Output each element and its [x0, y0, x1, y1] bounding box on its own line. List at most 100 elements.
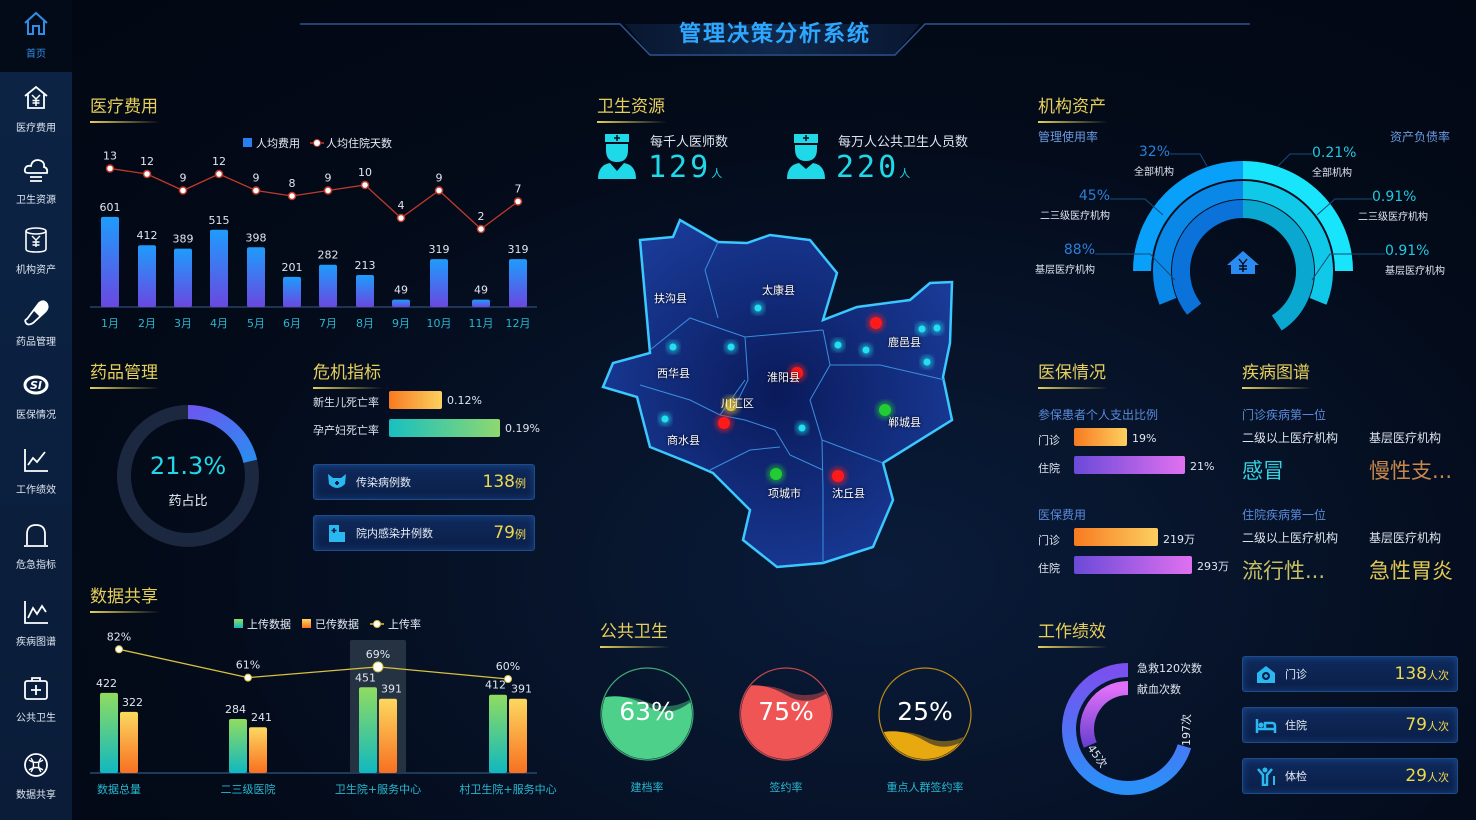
- bar-value-label: 322: [122, 696, 143, 709]
- performance-card-2[interactable]: 体检 29人次: [1242, 758, 1458, 794]
- infectious-cases-card[interactable]: 传染病例数 138例: [313, 464, 535, 500]
- x-tick-label: 二三级医院: [221, 782, 276, 796]
- alarm-icon: [24, 524, 48, 547]
- bar-uploaded: [249, 727, 267, 773]
- section-title-medical-cost: 医疗费用: [90, 92, 160, 123]
- inpatient-disease-title: 住院疾病第一位: [1242, 508, 1327, 522]
- row-value: 293万: [1197, 560, 1229, 573]
- bar-uploaded: [379, 698, 397, 773]
- line-value-label: 12: [140, 155, 154, 168]
- map-marker-cyan[interactable]: [834, 341, 842, 349]
- map-outline[interactable]: [601, 218, 954, 569]
- virus-icon: [328, 474, 346, 488]
- section-title-data-share: 数据共享: [90, 582, 160, 613]
- line-point: [476, 224, 486, 234]
- sidebar-item-label: 首页: [26, 49, 46, 60]
- map-marker-red[interactable]: [832, 470, 844, 482]
- map-region-label[interactable]: 淮阳县: [767, 371, 800, 384]
- card-value: 79: [493, 523, 515, 543]
- line-point: [251, 186, 261, 195]
- map-marker-cyan[interactable]: [798, 424, 806, 432]
- line-point: [115, 645, 123, 654]
- row-label: 门诊: [1038, 534, 1060, 547]
- map-region-label[interactable]: 商水县: [667, 434, 700, 447]
- doctor-icon: [598, 134, 636, 179]
- sidebar-item-9[interactable]: 公共卫生: [0, 674, 72, 725]
- svg-text:SI: SI: [30, 379, 42, 392]
- line-value-label: 61%: [236, 659, 260, 672]
- map-marker-cyan[interactable]: [661, 415, 669, 423]
- legend-swatch-bar: [243, 138, 252, 147]
- crisis-bar-label: 孕产妇死亡率: [313, 424, 379, 437]
- sidebar-item-label: 工作绩效: [16, 485, 56, 496]
- bar-value-label: 412: [485, 679, 506, 692]
- usage-rate-title: 管理使用率: [1038, 130, 1099, 144]
- map-marker-cyan[interactable]: [923, 358, 931, 366]
- card-label: 住院: [1285, 719, 1307, 732]
- outpatient-ratio-bar: [1074, 428, 1127, 446]
- map-marker-red[interactable]: [718, 417, 730, 429]
- sidebar-item-label: 医保情况: [16, 410, 56, 421]
- neonatal-mortality-bar: [389, 391, 442, 409]
- bar-11月: [472, 299, 490, 307]
- sidebar-item-10[interactable]: 数据共享: [0, 751, 72, 802]
- map-marker-cyan[interactable]: [727, 343, 735, 351]
- x-tick-label: 6月: [283, 317, 301, 330]
- row-label: 住院: [1038, 562, 1060, 575]
- line-point: [178, 186, 188, 195]
- sidebar-item-0[interactable]: 首页: [0, 0, 72, 72]
- sidebar-item-4[interactable]: 药品管理: [0, 298, 72, 349]
- map-marker-cyan[interactable]: [669, 343, 677, 351]
- map-marker-red[interactable]: [870, 317, 882, 329]
- cloud-icon: [23, 159, 49, 182]
- sidebar-item-8[interactable]: 疾病图谱: [0, 598, 72, 649]
- card-value: 29: [1405, 766, 1427, 786]
- bar-uploaded: [120, 711, 138, 773]
- map-region-label[interactable]: 西华县: [657, 367, 690, 380]
- map-marker-cyan[interactable]: [862, 346, 870, 354]
- map-region-label[interactable]: 扶沟县: [654, 292, 687, 305]
- map-region-label[interactable]: 川汇区: [721, 397, 754, 410]
- map-region-label[interactable]: 项城市: [768, 487, 801, 500]
- map-region-label[interactable]: 鹿邑县: [888, 336, 921, 349]
- gauge-ring: [878, 667, 972, 761]
- section-title-disease: 疾病图谱: [1242, 358, 1312, 389]
- sidebar-item-3[interactable]: 机构资产: [0, 226, 72, 277]
- sidebar-item-6[interactable]: 工作绩效: [0, 446, 72, 497]
- bar-12月: [509, 259, 527, 307]
- performance-card-1[interactable]: 住院 79人次: [1242, 707, 1458, 743]
- map-region-label[interactable]: 沈丘县: [832, 487, 865, 500]
- map-marker-yellow[interactable]: [725, 399, 737, 411]
- bar-value-label: 389: [173, 233, 194, 246]
- sidebar-item-1[interactable]: 医疗费用: [0, 84, 72, 135]
- map-marker-cyan[interactable]: [933, 324, 941, 332]
- bar-value-label: 515: [209, 214, 230, 227]
- line-point: [105, 164, 115, 173]
- map-marker-cyan[interactable]: [754, 304, 762, 312]
- map-marker-red[interactable]: [791, 367, 803, 379]
- debt-ratio-arc: [1242, 161, 1353, 272]
- legend-label: 上传率: [388, 617, 421, 631]
- bar-value-label: 412: [137, 229, 158, 242]
- map-marker-green[interactable]: [770, 468, 782, 480]
- column-label: 基层医疗机构: [1369, 431, 1442, 445]
- performance-card-0[interactable]: 门诊 138人次: [1242, 656, 1458, 692]
- x-tick-label: 9月: [392, 317, 410, 330]
- sidebar-item-2[interactable]: 卫生资源: [0, 156, 72, 207]
- map-marker-green[interactable]: [879, 404, 891, 416]
- hospital-infection-card[interactable]: 院内感染井例数 79例: [313, 515, 535, 551]
- map-marker-cyan[interactable]: [918, 325, 926, 333]
- leader-line: [1277, 153, 1312, 167]
- debt-ratio-title: 资产负债率: [1389, 130, 1450, 144]
- usage-rate-arc: [1133, 161, 1244, 272]
- stat-unit: 人: [711, 167, 723, 180]
- coin-stack-icon: [25, 227, 47, 253]
- map-region-label[interactable]: 郸城县: [888, 416, 921, 429]
- sidebar-item-5[interactable]: SI 医保情况: [0, 371, 72, 422]
- line-value-label: 60%: [496, 660, 520, 673]
- line-value-label: 12: [212, 155, 226, 168]
- legend-label: 人均住院天数: [326, 136, 392, 150]
- map-region-label[interactable]: 太康县: [762, 284, 795, 297]
- sidebar-item-7[interactable]: 危急指标: [0, 521, 72, 572]
- bar-7月: [319, 264, 337, 307]
